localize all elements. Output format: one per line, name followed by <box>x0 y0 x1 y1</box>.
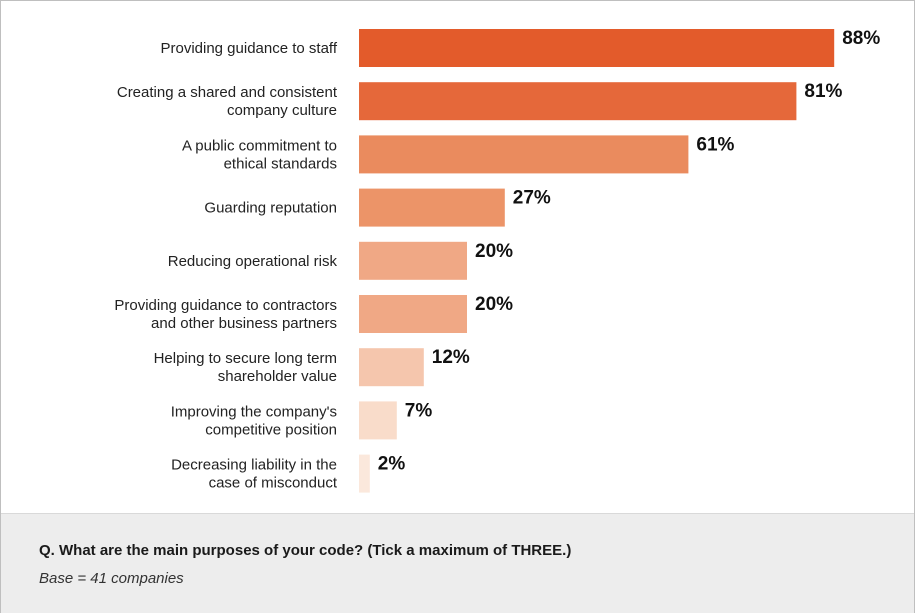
bar-0 <box>359 29 835 67</box>
bar-6 <box>359 348 424 387</box>
value-label-2: 61% <box>696 134 734 155</box>
value-label-0: 88% <box>842 28 880 49</box>
bar-2 <box>359 135 689 174</box>
chart-footer: Q. What are the main purposes of your co… <box>1 513 914 613</box>
bar-8 <box>359 454 370 493</box>
bar-1 <box>359 82 797 121</box>
category-label-6: Helping to secure long term shareholder v… <box>154 350 337 385</box>
value-label-8: 2% <box>378 454 406 475</box>
value-label-1: 81% <box>804 81 842 102</box>
sample-base: Base = 41 companies <box>39 570 184 587</box>
category-label-2: A public commitment to ethical standards <box>182 137 337 172</box>
category-label-0: Providing guidance to staff <box>160 40 337 57</box>
bar-5 <box>359 295 467 333</box>
category-label-8: Decreasing liability in the case of misco… <box>171 457 338 492</box>
category-label-7: Improving the company's competitive posit… <box>171 403 337 438</box>
category-label-3: Guarding reputation <box>204 200 337 217</box>
category-label-5: Providing guidance to contractors and oth… <box>114 297 337 332</box>
value-label-5: 20% <box>475 294 513 315</box>
value-label-3: 27% <box>513 188 551 209</box>
bar-7 <box>359 401 397 440</box>
bar-chart: 88% Providing guidance to staff 81% Creatin… <box>114 28 880 493</box>
value-label-6: 12% <box>432 347 470 368</box>
bar-4 <box>359 241 467 280</box>
survey-question: Q. What are the main purposes of your co… <box>39 542 572 559</box>
category-label-4: Reducing operational risk <box>168 253 338 270</box>
bar-3 <box>359 188 505 227</box>
value-label-7: 7% <box>405 400 433 421</box>
value-label-4: 20% <box>475 241 513 262</box>
category-label-1: Creating a shared and consistent company … <box>117 84 338 119</box>
